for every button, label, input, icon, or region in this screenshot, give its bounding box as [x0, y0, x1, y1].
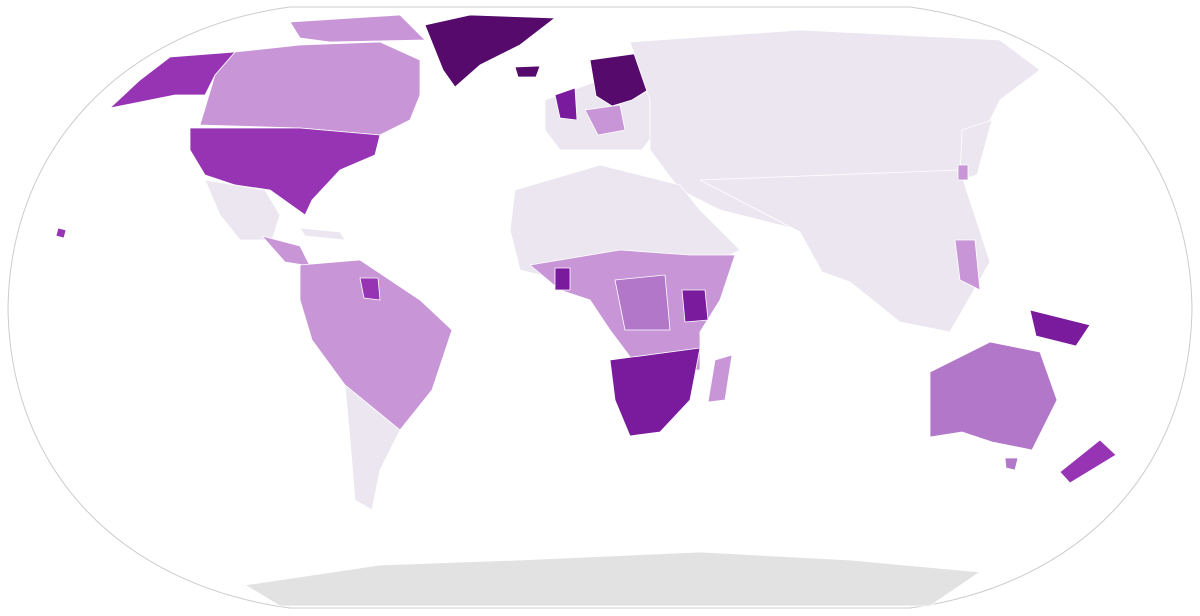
madagascar — [707, 354, 733, 403]
tasmania — [1004, 457, 1019, 471]
uk — [554, 87, 578, 121]
philippines — [954, 239, 981, 291]
new-zealand — [1059, 439, 1117, 484]
congo — [614, 274, 671, 331]
iceland — [514, 65, 541, 78]
guyana — [359, 277, 381, 301]
usa — [189, 127, 381, 216]
canada-arctic — [289, 14, 426, 43]
south-asia — [699, 169, 991, 333]
kenya — [681, 289, 709, 323]
new-guinea — [1029, 309, 1091, 347]
korea — [957, 164, 969, 181]
australia — [929, 341, 1058, 451]
southern-cone — [344, 384, 401, 511]
antarctica — [244, 551, 981, 607]
greenland — [424, 14, 556, 88]
alaska — [109, 51, 236, 109]
caribbean — [299, 227, 346, 241]
ghana — [554, 267, 571, 291]
canada — [199, 41, 421, 136]
countries — [55, 14, 1117, 607]
hawaii — [55, 227, 67, 239]
southern-africa — [609, 347, 701, 437]
central-europe — [584, 104, 626, 136]
south-america — [299, 259, 453, 431]
